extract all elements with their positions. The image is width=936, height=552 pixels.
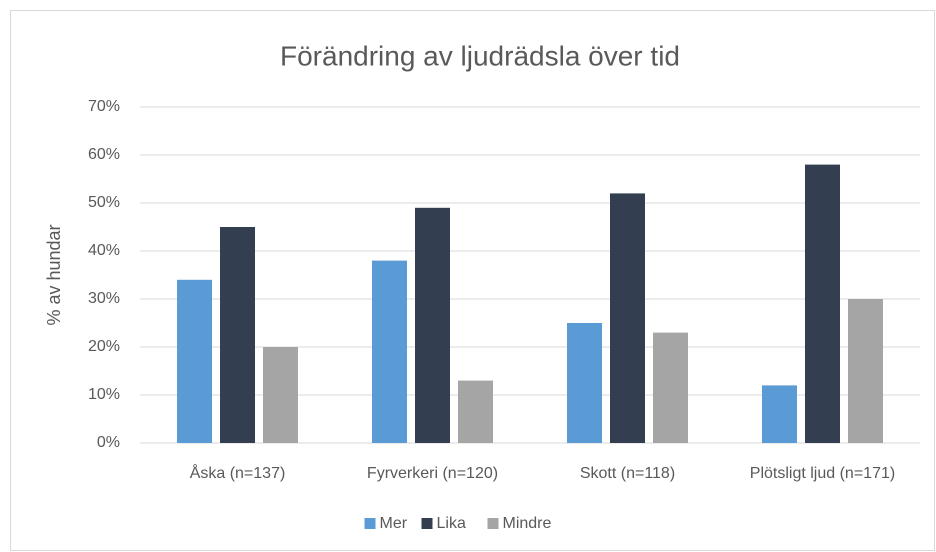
y-tick-label: 30% bbox=[88, 290, 120, 307]
chart-border bbox=[10, 10, 935, 551]
legend-label: Mer bbox=[380, 515, 408, 532]
bar bbox=[458, 380, 493, 443]
y-tick-label: 70% bbox=[88, 98, 120, 115]
x-tick-label: Åska (n=137) bbox=[190, 463, 286, 482]
x-tick-label: Fyrverkeri (n=120) bbox=[367, 465, 498, 482]
legend-swatch bbox=[364, 518, 376, 529]
legend-label: Mindre bbox=[503, 515, 552, 532]
y-axis-label: % av hundar bbox=[44, 224, 64, 325]
bar bbox=[848, 299, 883, 443]
bar bbox=[762, 385, 797, 443]
bar bbox=[263, 347, 298, 443]
bar bbox=[653, 332, 688, 443]
y-tick-label: 60% bbox=[88, 146, 120, 163]
bar bbox=[805, 164, 840, 443]
bar bbox=[415, 207, 450, 443]
y-tick-label: 50% bbox=[88, 194, 120, 211]
legend-swatch bbox=[487, 518, 499, 529]
y-tick-label: 20% bbox=[88, 338, 120, 355]
legend-label: Lika bbox=[437, 515, 466, 532]
bar bbox=[610, 193, 645, 443]
bar bbox=[177, 279, 212, 443]
y-tick-label: 40% bbox=[88, 242, 120, 259]
chart-title: Förändring av ljudrädsla över tid bbox=[280, 40, 680, 71]
bar bbox=[567, 323, 602, 443]
x-tick-label: Skott (n=118) bbox=[580, 465, 675, 482]
bar bbox=[372, 260, 407, 443]
y-tick-label: 10% bbox=[88, 386, 120, 403]
legend-swatch bbox=[421, 518, 433, 529]
y-tick-label: 0% bbox=[97, 434, 120, 451]
x-tick-label: Plötsligt ljud (n=171) bbox=[750, 465, 895, 482]
bar bbox=[220, 227, 255, 443]
